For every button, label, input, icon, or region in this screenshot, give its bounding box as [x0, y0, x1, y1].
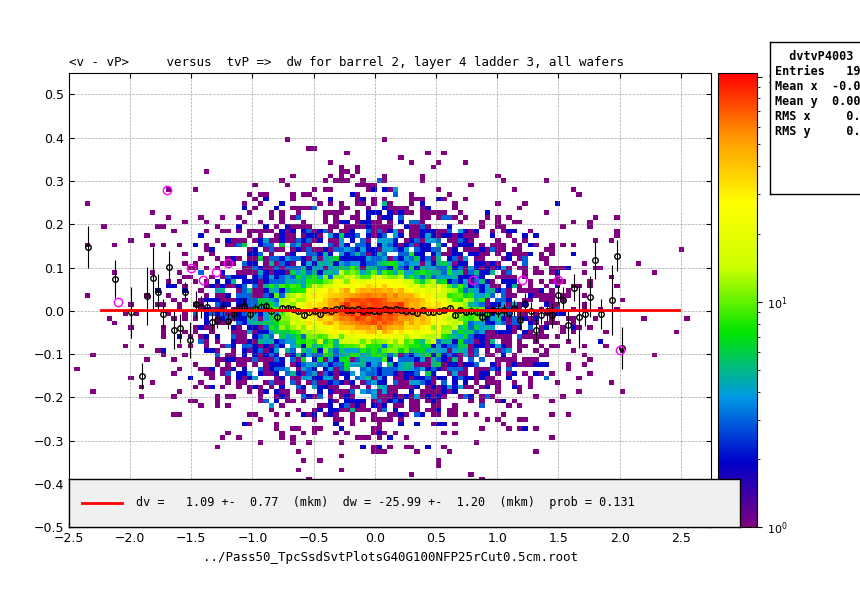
Text: <v - vP>     versus  tvP =>  dw for barrel 2, layer 4 ladder 3, all wafers: <v - vP> versus tvP => dw for barrel 2, … [69, 56, 624, 68]
X-axis label: ../Pass50_TpcSsdSvtPlotsG40G100NFP25rCut0.5cm.root: ../Pass50_TpcSsdSvtPlotsG40G100NFP25rCut… [203, 551, 578, 564]
Text: dv =   1.09 +-  0.77  (mkm)  dw = -25.99 +-  1.20  (mkm)  prob = 0.131: dv = 1.09 +- 0.77 (mkm) dw = -25.99 +- 1… [136, 496, 635, 510]
Text: dvtvP4003
Entries   19822
Mean x  -0.01159
Mean y  0.001221
RMS x     0.6817
RMS: dvtvP4003 Entries 19822 Mean x -0.01159 … [775, 50, 860, 138]
